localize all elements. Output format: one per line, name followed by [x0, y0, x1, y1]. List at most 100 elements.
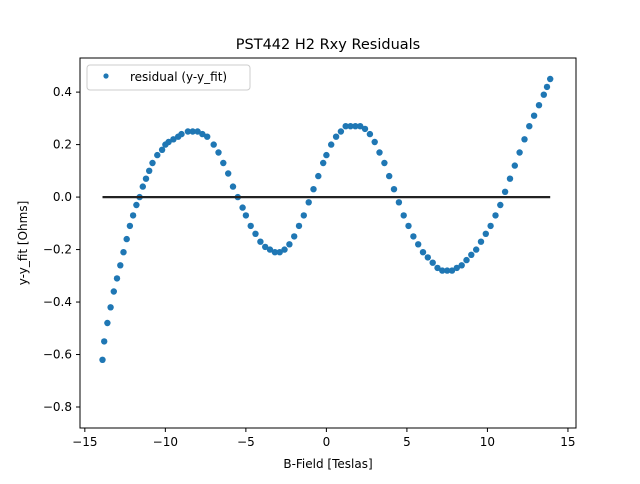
data-point [129, 212, 137, 219]
y-tick-label: 0.4 [53, 85, 72, 99]
data-point [170, 136, 177, 143]
legend-marker [103, 73, 109, 79]
data-point [487, 222, 494, 230]
data-point [357, 123, 364, 130]
data-point [239, 204, 246, 211]
data-point [199, 130, 206, 138]
data-point [376, 149, 383, 156]
legend: residual (y-y_fit) [86, 64, 251, 91]
x-tick-label: −10 [153, 435, 178, 449]
data-point [305, 199, 312, 206]
data-point [429, 259, 436, 266]
data-point [194, 128, 201, 135]
data-point [158, 146, 166, 153]
data-point [444, 267, 451, 274]
data-point [501, 188, 509, 195]
data-point [468, 251, 475, 258]
data-point [215, 149, 222, 156]
data-point [332, 133, 340, 140]
data-point [323, 151, 330, 159]
data-point [189, 128, 196, 135]
data-point [543, 83, 551, 91]
data-point [276, 249, 283, 256]
data-point [220, 159, 227, 167]
data-point [154, 151, 161, 159]
data-point [434, 264, 441, 272]
data-point [511, 162, 518, 169]
legend-label: residual (y-y_fit) [130, 70, 227, 84]
data-point [320, 159, 327, 167]
data-point [540, 91, 547, 98]
data-point [146, 167, 153, 174]
data-point [204, 133, 211, 140]
data-point [530, 112, 538, 119]
data-point [347, 123, 354, 130]
data-point [165, 138, 172, 146]
data-point [448, 267, 456, 274]
data-point [104, 319, 111, 327]
data-point [371, 138, 378, 146]
x-tick-label: 15 [560, 435, 575, 449]
data-point [366, 130, 374, 138]
data-point [149, 159, 156, 167]
data-point [107, 304, 114, 311]
legend-box [86, 64, 251, 91]
data-point [424, 254, 431, 261]
data-point [506, 175, 514, 182]
data-point [492, 212, 499, 219]
data-point [386, 172, 393, 180]
data-point [262, 243, 269, 251]
data-point [120, 249, 127, 256]
x-tick-label: −5 [237, 435, 255, 449]
data-point [315, 172, 322, 180]
data-point [113, 275, 121, 282]
plot-frame [79, 57, 577, 429]
data-point [210, 141, 217, 148]
data-point [415, 241, 422, 248]
data-point [405, 222, 412, 230]
y-tick-label: 0.2 [53, 138, 72, 152]
data-point [410, 233, 417, 240]
data-point [521, 136, 528, 143]
data-point [337, 128, 345, 135]
y-axis: −0.8 −0.6 −0.4 −0.2 0.0 0.2 0.4 [43, 85, 80, 414]
chart-title: PST442 H2 Rxy Residuals [236, 37, 420, 53]
data-point [281, 246, 288, 253]
data-point [225, 170, 232, 177]
data-point [477, 238, 485, 245]
x-tick-label: 0 [323, 435, 331, 449]
x-tick-label: 5 [403, 435, 411, 449]
data-point [361, 125, 369, 133]
data-point [252, 230, 259, 237]
data-point [110, 288, 118, 295]
data-point [257, 238, 264, 245]
data-point [300, 212, 307, 219]
data-point [453, 264, 460, 272]
data-point [482, 230, 489, 237]
data-point [419, 249, 427, 256]
data-point [526, 123, 533, 130]
data-point [291, 233, 298, 240]
x-axis-label: B-Field [Teslas] [283, 457, 372, 471]
data-point [458, 262, 465, 269]
x-axis: −15 −10 −5 0 5 10 15 [72, 428, 576, 449]
data-point [400, 212, 407, 219]
data-point [286, 241, 293, 248]
data-point [310, 186, 317, 193]
data-point [516, 149, 523, 156]
data-point [133, 201, 140, 209]
data-point [229, 183, 237, 190]
data-point [328, 141, 335, 148]
data-point [352, 123, 359, 130]
data-point [547, 75, 554, 83]
data-point [178, 130, 185, 138]
data-point [295, 222, 303, 230]
data-point [271, 249, 279, 256]
data-point [439, 267, 446, 274]
y-tick-label: −0.8 [43, 400, 72, 414]
data-point [139, 183, 146, 190]
data-point [463, 256, 470, 264]
data-point [381, 159, 388, 167]
